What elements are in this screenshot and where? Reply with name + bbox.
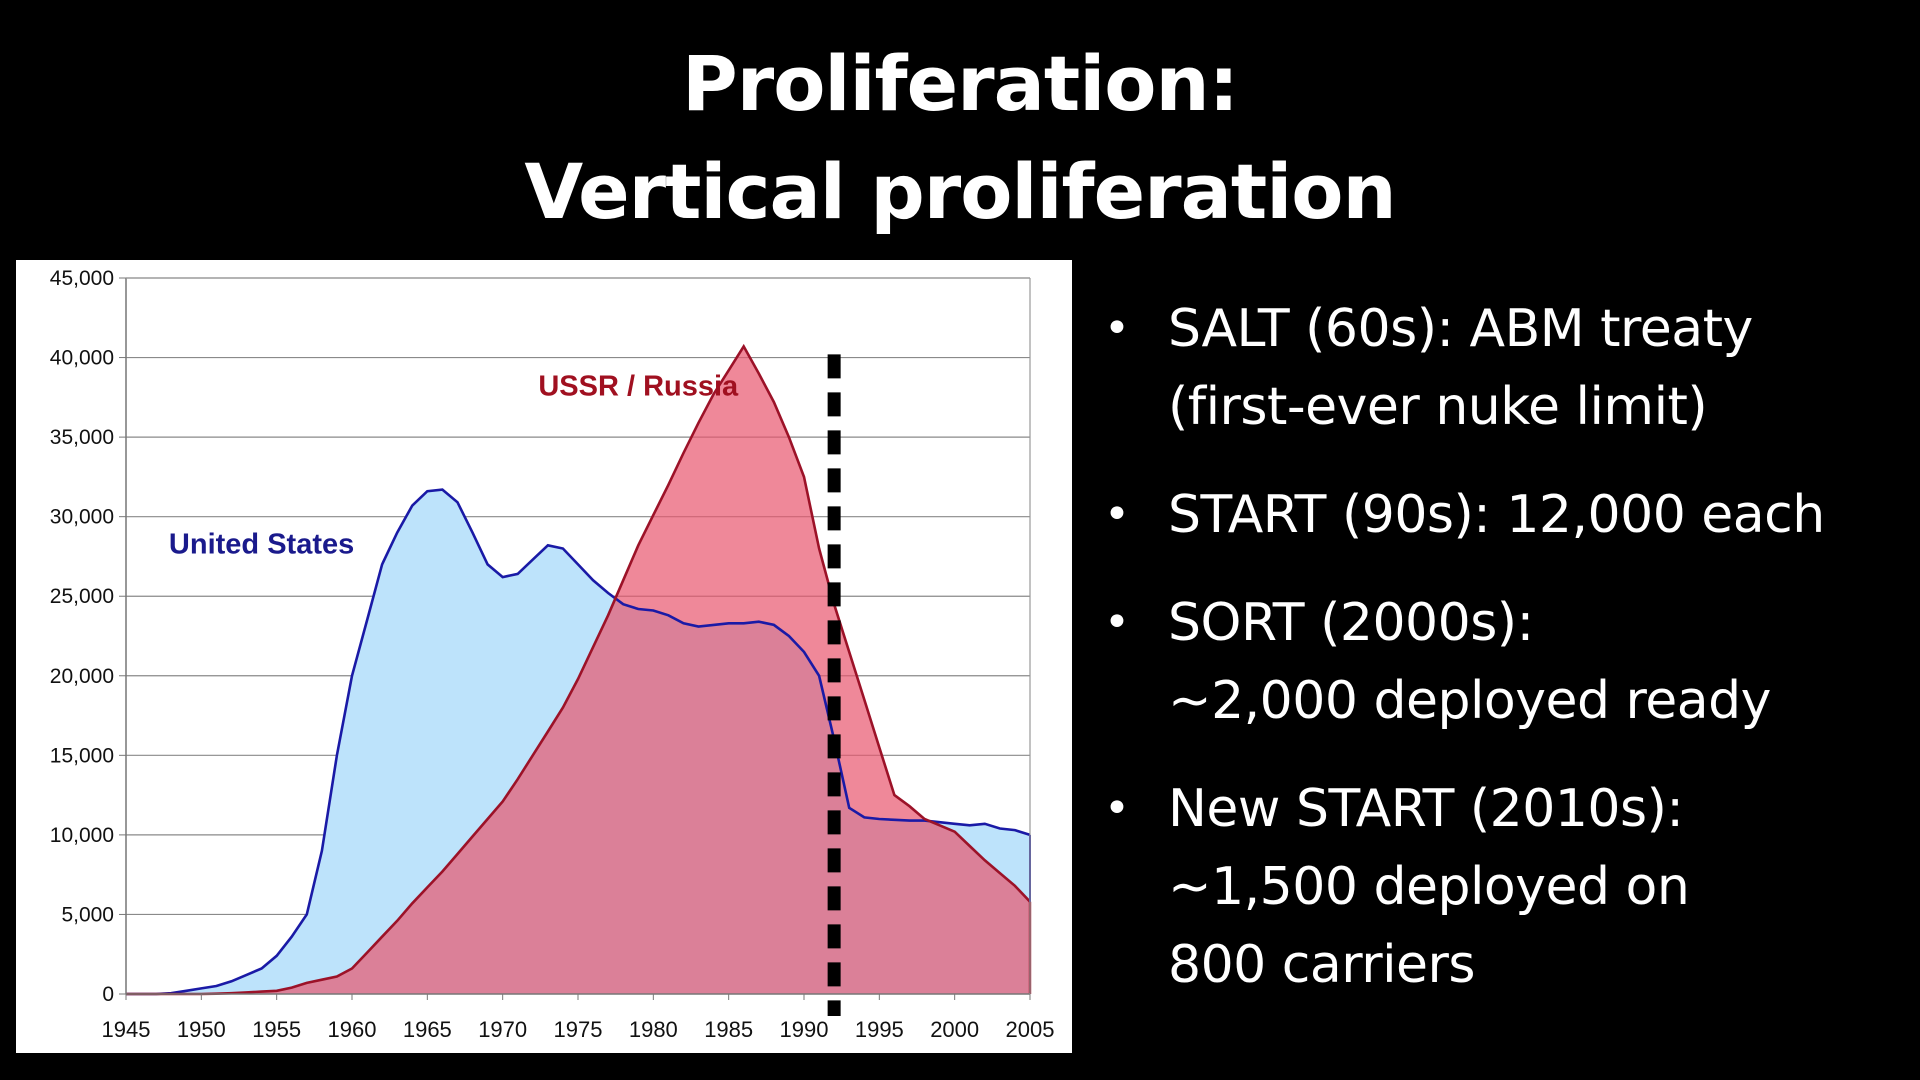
x-tick-label: 1995 [855, 1017, 904, 1042]
bullet-list: • SALT (60s): ABM treaty (first-ever nuk… [1100, 290, 1900, 1034]
x-tick-label: 1950 [177, 1017, 226, 1042]
bullet-text: ~1,500 deployed on [1168, 857, 1690, 917]
chart-svg: 0 5,000 10,000 15,000 20,000 25,000 30,000 35,0… [50, 267, 1055, 1042]
x-tick-label: 1985 [704, 1017, 753, 1042]
bullet-dot: • [1104, 597, 1130, 648]
y-tick-label: 10,000 [50, 824, 114, 847]
bullet-sort: • SORT (2000s): ~2,000 deployed ready [1100, 584, 1900, 740]
x-tick-label: 1975 [554, 1017, 603, 1042]
y-tick-label: 45,000 [50, 267, 114, 290]
ussr-russia-label: USSR / Russia [538, 371, 739, 403]
x-tick-label: 1990 [780, 1017, 829, 1042]
x-tick-label: 1955 [252, 1017, 301, 1042]
ussr-area [126, 346, 1030, 994]
x-tick-label: 2000 [930, 1017, 979, 1042]
y-tick-label: 25,000 [50, 585, 114, 608]
label-layer: USSR / Russia United States [169, 371, 739, 561]
y-tick-label: 15,000 [50, 744, 114, 767]
bullet-text: ~2,000 deployed ready [1168, 671, 1771, 731]
y-tick-label: 40,000 [50, 347, 114, 370]
bullet-text: START (90s): 12,000 each [1168, 485, 1825, 545]
us-line [126, 488, 1031, 996]
bullet-new-start: • New START (2010s): ~1,500 deployed on … [1100, 770, 1900, 1004]
y-tick-label: 35,000 [50, 426, 114, 449]
area-layer [126, 343, 1032, 996]
bullet-start: • START (90s): 12,000 each [1100, 476, 1900, 554]
title-line-2: Vertical proliferation [524, 147, 1396, 236]
y-tick-label: 0 [102, 983, 114, 1006]
bullet-text: SORT (2000s): [1168, 593, 1534, 653]
bullet-text: SALT (60s): ABM treaty [1168, 299, 1753, 359]
axis-layer: 0 5,000 10,000 15,000 20,000 25,000 30,000 35,0… [50, 267, 1055, 1042]
bullet-dot: • [1104, 783, 1130, 834]
x-tick-label: 1945 [102, 1017, 151, 1042]
bullet-dot: • [1104, 303, 1130, 354]
x-tick-label: 1980 [629, 1017, 678, 1042]
bullet-text: New START (2010s): [1168, 779, 1684, 839]
x-tick-label: 1965 [403, 1017, 452, 1042]
ussr-line [126, 343, 1031, 996]
y-tick-label: 5,000 [61, 903, 114, 926]
bullet-text: (first-ever nuke limit) [1168, 377, 1708, 437]
x-tick-label: 1960 [328, 1017, 377, 1042]
slide-title: Proliferation: Vertical proliferation [0, 30, 1920, 246]
x-tick-label: 1970 [478, 1017, 527, 1042]
y-tick-label: 30,000 [50, 506, 114, 529]
title-line-1: Proliferation: [682, 39, 1239, 128]
warhead-stockpile-chart: 0 5,000 10,000 15,000 20,000 25,000 30,000 35,0… [16, 260, 1072, 1053]
bullet-salt: • SALT (60s): ABM treaty (first-ever nuk… [1100, 290, 1900, 446]
united-states-label: United States [169, 528, 354, 560]
x-tick-label: 2005 [1006, 1017, 1055, 1042]
y-tick-label: 20,000 [50, 665, 114, 688]
bullet-dot: • [1104, 489, 1130, 540]
bullet-text: 800 carriers [1168, 935, 1476, 995]
